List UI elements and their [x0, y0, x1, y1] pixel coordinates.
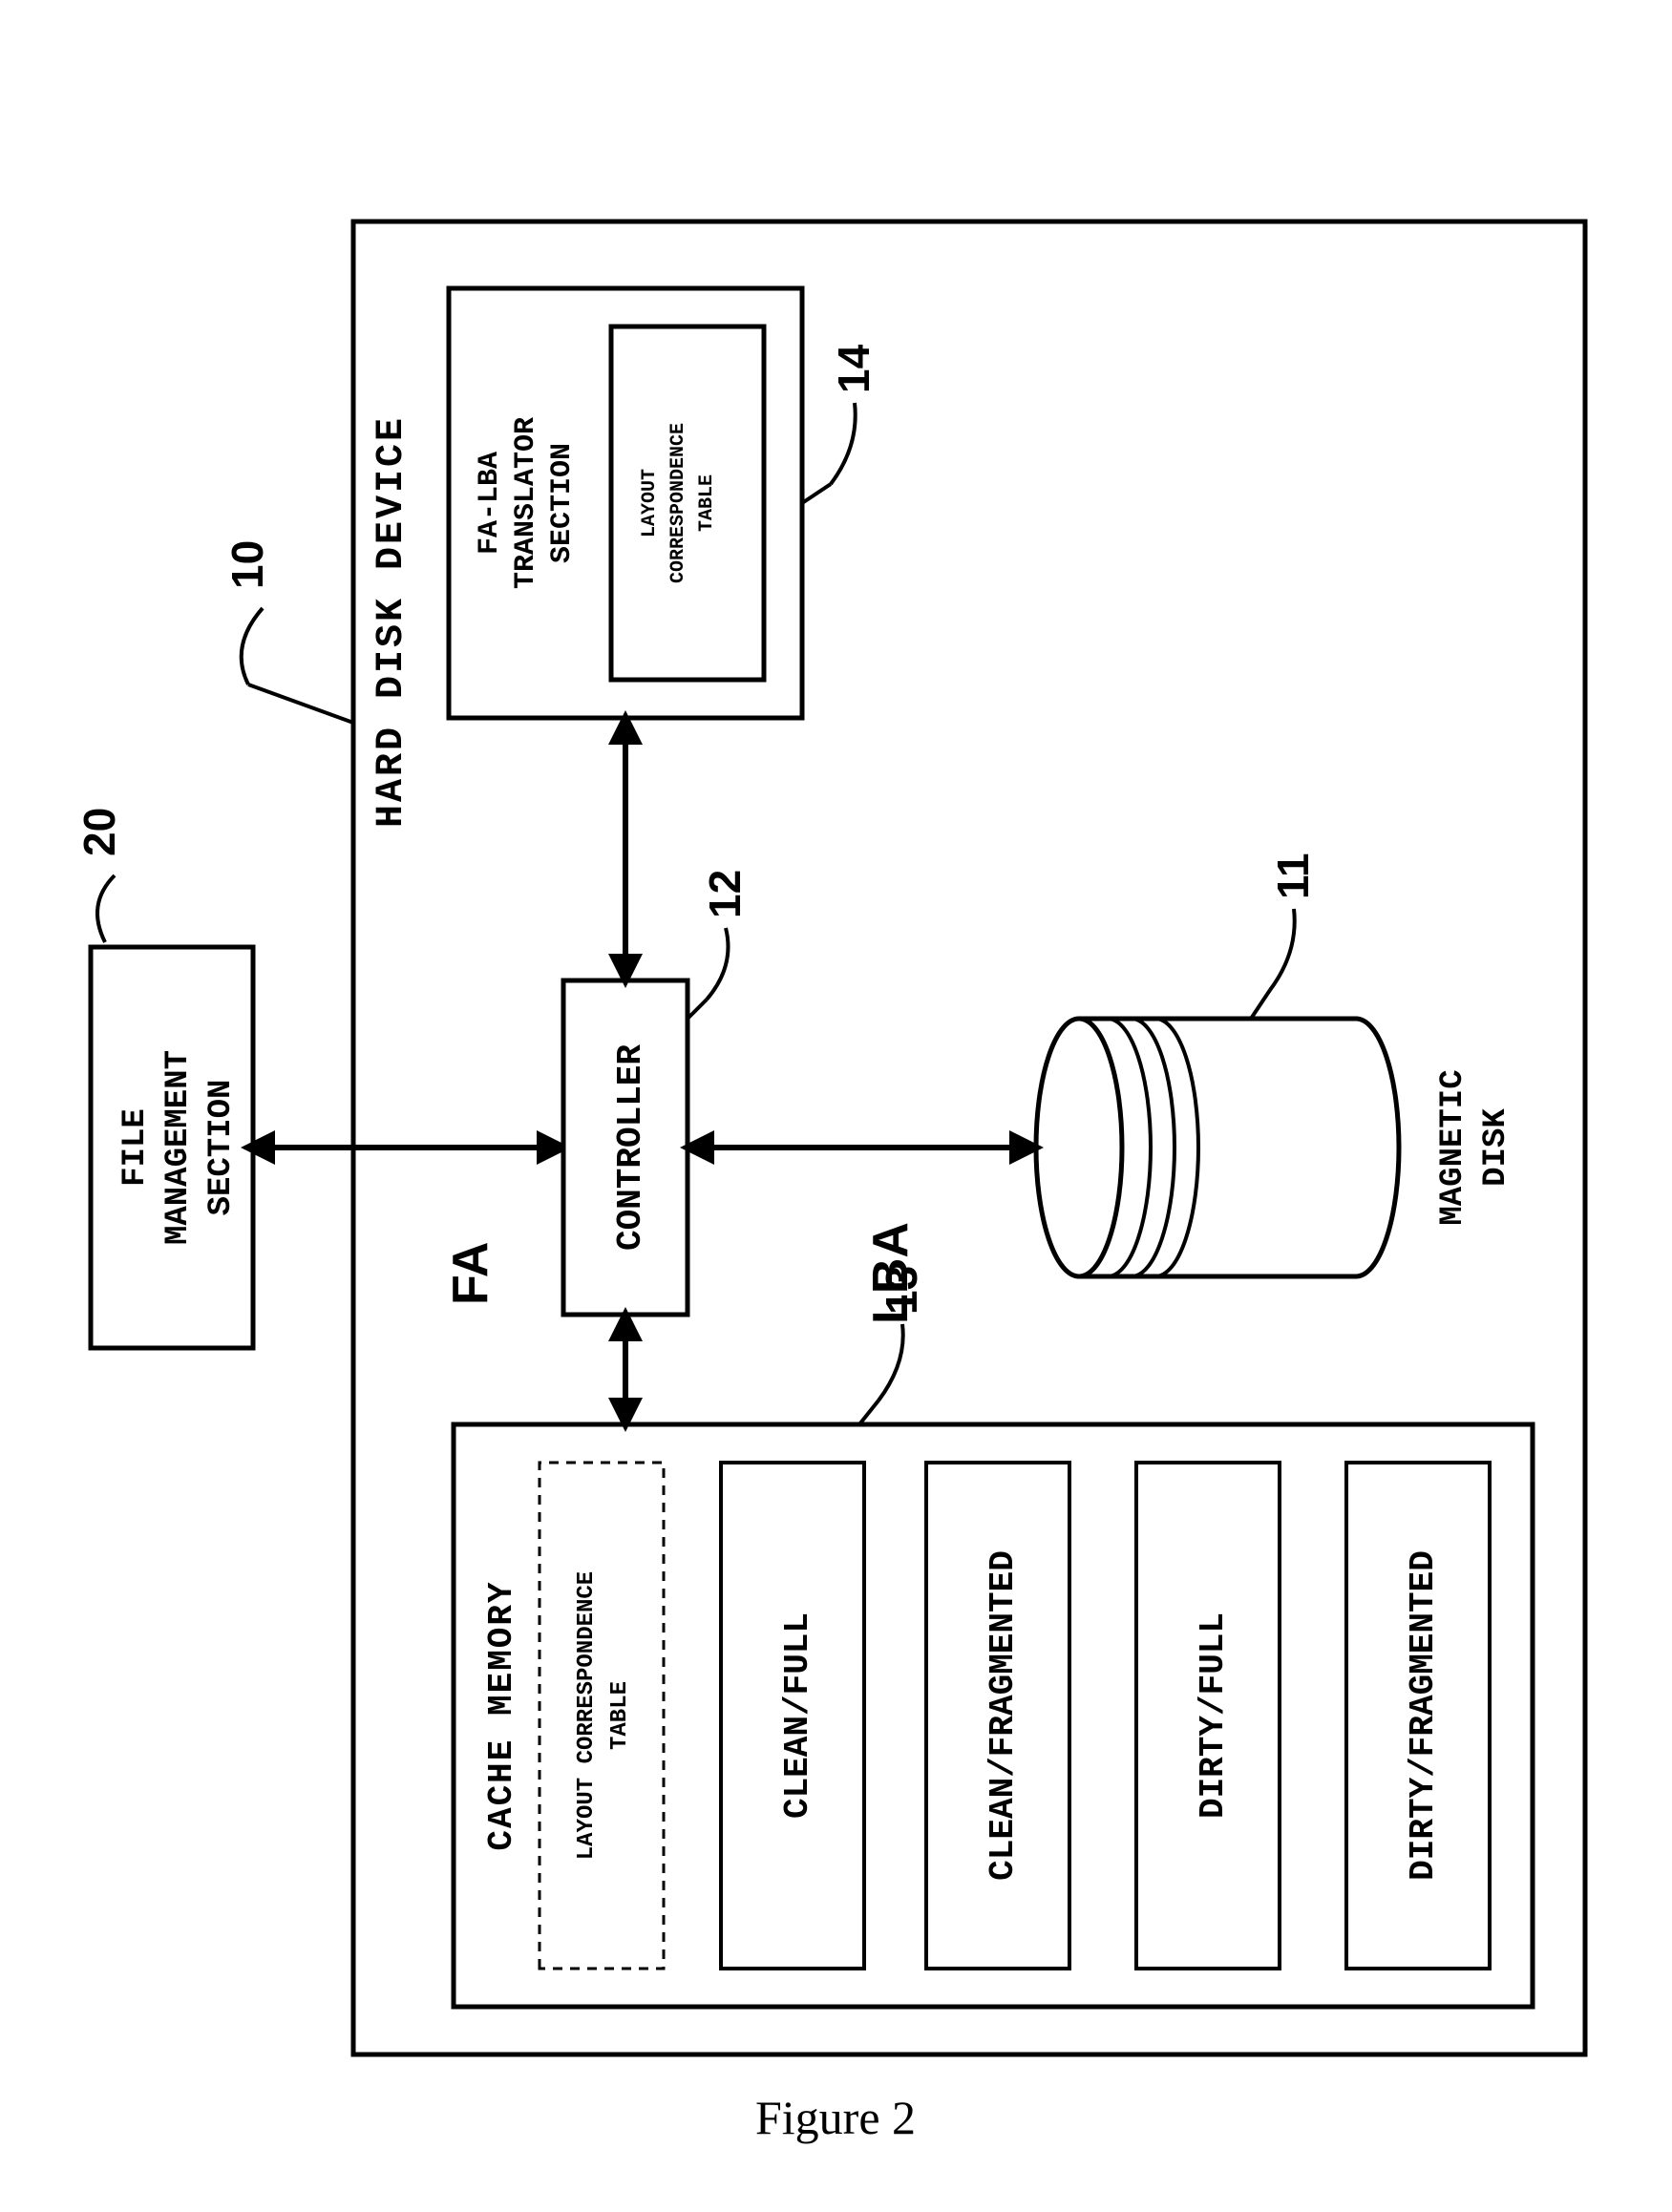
controller-label: CONTROLLER	[611, 1044, 650, 1251]
translator-line2: TRANSLATOR	[510, 417, 542, 589]
ref-12: 12	[700, 870, 750, 918]
file-management-line1: FILE	[117, 1108, 154, 1187]
hard-disk-device-label: HARD DISK DEVICE	[370, 415, 413, 828]
cache-row-1: CLEAN/FRAGMENTED	[984, 1550, 1023, 1881]
label-fa: FA	[443, 1242, 498, 1305]
magnetic-disk-line1: MAGNETIC	[1435, 1069, 1471, 1225]
translator-line3: SECTION	[546, 443, 579, 563]
translator-inner-line2: CORRESPONDENCE	[667, 423, 689, 583]
file-management-line3: SECTION	[203, 1080, 240, 1216]
cache-layout-table-box	[540, 1463, 664, 1969]
label-lba: LBA	[863, 1222, 919, 1324]
figure-label: Figure 2	[755, 2091, 916, 2144]
cache-row-3: DIRTY/FRAGMENTED	[1404, 1550, 1443, 1881]
magnetic-disk-line2: DISK	[1478, 1108, 1514, 1187]
translator-inner-line3: TABLE	[696, 474, 718, 532]
cache-layout-line2: TABLE	[607, 1681, 633, 1750]
ref-20: 20	[74, 808, 124, 856]
diagram-canvas: FILE MANAGEMENT SECTION 20 HARD DISK DEV…	[0, 0, 1672, 2212]
translator-line1: FA-LBA	[474, 452, 506, 555]
cache-row-0: CLEAN/FULL	[778, 1612, 817, 1819]
cache-layout-line1: LAYOUT CORRESPONDENCE	[574, 1571, 600, 1860]
file-management-line2: MANAGEMENT	[160, 1050, 197, 1245]
translator-inner-line1: LAYOUT	[639, 469, 661, 537]
cache-row-2: DIRTY/FULL	[1194, 1612, 1233, 1819]
ref-10: 10	[222, 540, 272, 589]
ref-14: 14	[829, 344, 878, 393]
cache-memory-title: CACHE MEMORY	[482, 1580, 521, 1850]
magnetic-disk-icon	[1036, 1019, 1399, 1276]
ref-11: 11	[1268, 853, 1318, 899]
